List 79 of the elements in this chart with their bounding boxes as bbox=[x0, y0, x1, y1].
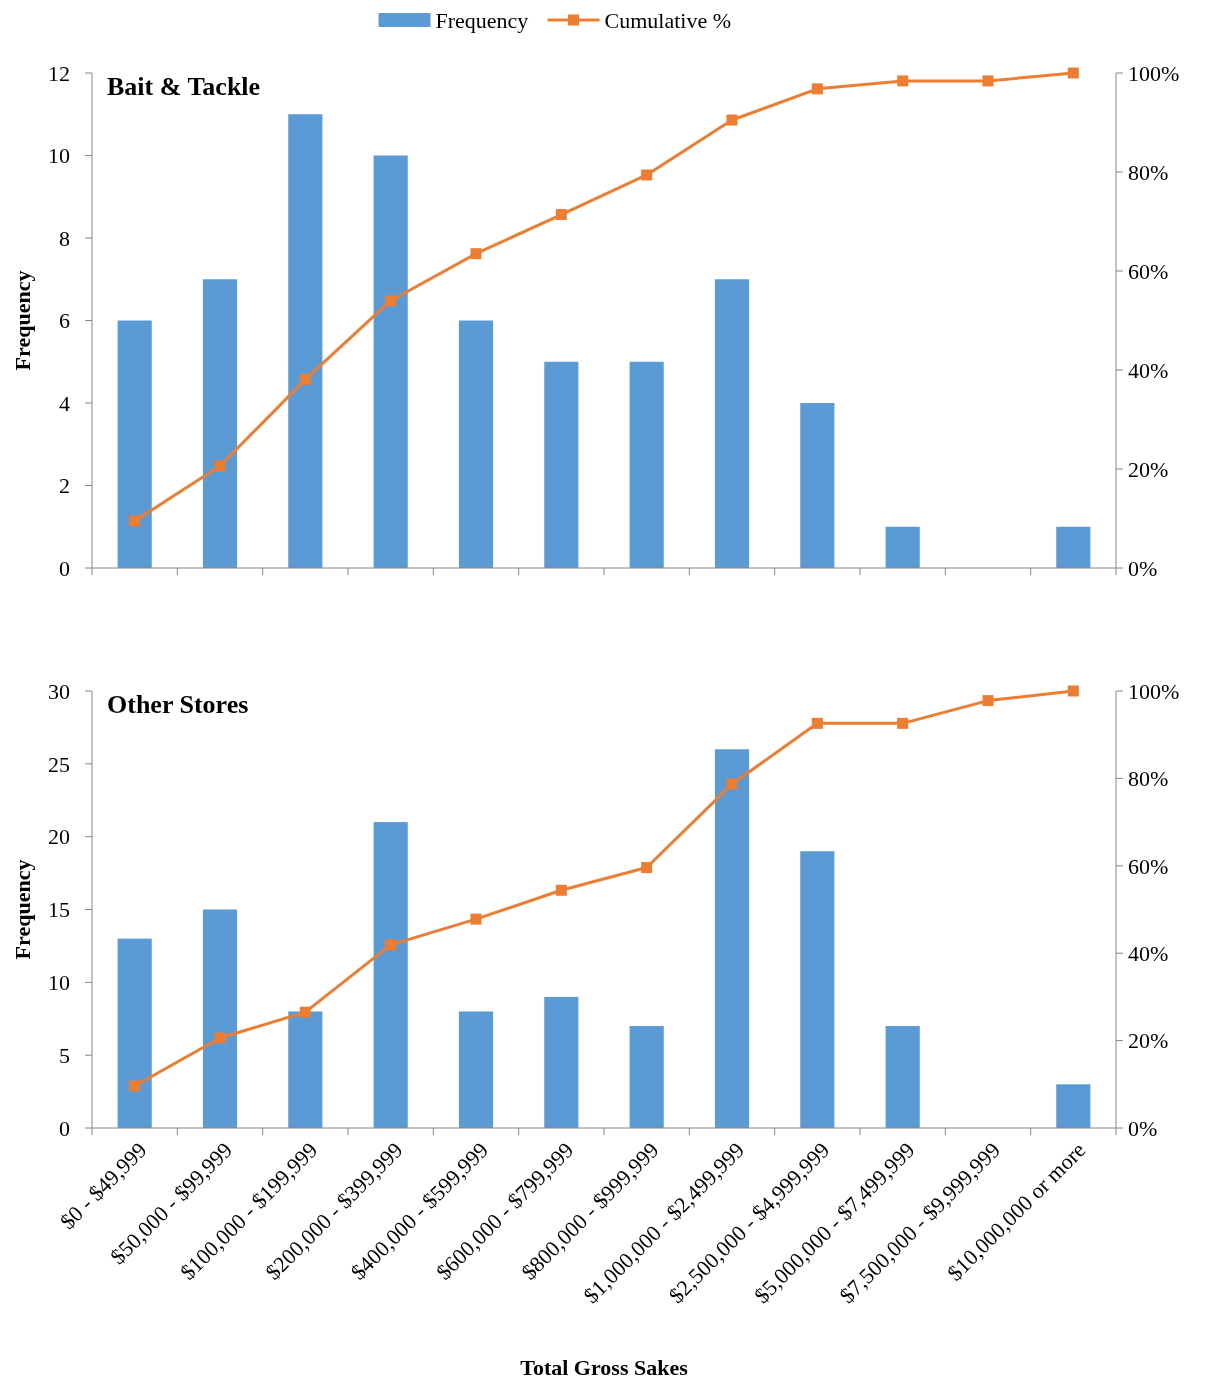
y-tick-label: 25 bbox=[48, 751, 70, 777]
bar bbox=[458, 1011, 494, 1128]
bar bbox=[629, 1026, 664, 1128]
chart-title: Bait & Tackle bbox=[107, 72, 261, 102]
bar bbox=[885, 526, 920, 568]
bar bbox=[117, 320, 152, 568]
y-tick-label: 10 bbox=[48, 143, 70, 169]
bar bbox=[714, 749, 750, 1128]
y2-tick-label: 80% bbox=[1128, 159, 1169, 185]
bar bbox=[1056, 526, 1091, 568]
bar bbox=[1056, 1084, 1091, 1128]
point bbox=[811, 717, 823, 729]
y-tick-label: 15 bbox=[48, 897, 70, 923]
bar bbox=[800, 851, 835, 1128]
point bbox=[129, 1080, 141, 1092]
point bbox=[726, 778, 738, 790]
y-tick-label: 4 bbox=[59, 390, 70, 416]
point bbox=[555, 209, 567, 221]
bar bbox=[458, 320, 494, 568]
y-tick-label: 30 bbox=[48, 678, 70, 704]
y2-tick-label: 0% bbox=[1128, 555, 1158, 581]
point bbox=[129, 515, 141, 527]
y-tick-label: 5 bbox=[59, 1042, 70, 1068]
point bbox=[641, 862, 653, 874]
y2-tick-label: 20% bbox=[1128, 456, 1169, 482]
y-axis-title: Frequency bbox=[9, 270, 35, 371]
point bbox=[385, 939, 397, 951]
point bbox=[214, 1032, 226, 1044]
y2-tick-label: 60% bbox=[1128, 258, 1169, 284]
y-tick-label: 12 bbox=[48, 60, 70, 86]
bar bbox=[714, 279, 750, 568]
y2-tick-label: 100% bbox=[1128, 678, 1180, 704]
x-axis-title: Total Gross Sakes bbox=[520, 1355, 689, 1380]
bar bbox=[629, 361, 664, 568]
bar bbox=[202, 279, 238, 568]
bar bbox=[544, 361, 579, 568]
bar bbox=[288, 1011, 323, 1128]
point bbox=[555, 884, 567, 896]
point bbox=[1067, 67, 1079, 79]
bar bbox=[202, 909, 238, 1128]
bar bbox=[373, 155, 408, 568]
y2-tick-label: 80% bbox=[1128, 766, 1169, 792]
bar bbox=[800, 403, 835, 568]
legend-label: Frequency bbox=[435, 7, 529, 33]
bar bbox=[544, 996, 579, 1128]
y-axis-title: Frequency bbox=[9, 859, 35, 960]
point bbox=[811, 83, 823, 95]
point bbox=[726, 114, 738, 126]
y-tick-label: 0 bbox=[59, 555, 70, 581]
point bbox=[470, 913, 482, 925]
y2-tick-label: 60% bbox=[1128, 853, 1169, 879]
point bbox=[897, 75, 909, 87]
point bbox=[982, 695, 994, 707]
y-tick-label: 20 bbox=[48, 824, 70, 850]
y2-tick-label: 40% bbox=[1128, 940, 1169, 966]
point bbox=[1067, 685, 1079, 697]
point bbox=[299, 1006, 311, 1018]
y2-tick-label: 0% bbox=[1128, 1115, 1158, 1141]
point bbox=[982, 75, 994, 87]
bar bbox=[885, 1026, 920, 1128]
y-tick-label: 6 bbox=[59, 308, 70, 334]
point bbox=[299, 373, 311, 385]
bar bbox=[373, 822, 408, 1128]
point bbox=[470, 248, 482, 260]
point bbox=[641, 169, 653, 181]
y-tick-label: 0 bbox=[59, 1115, 70, 1141]
point bbox=[214, 460, 226, 472]
y2-tick-label: 20% bbox=[1128, 1028, 1169, 1054]
y2-tick-label: 100% bbox=[1128, 60, 1180, 86]
legend-label: Cumulative % bbox=[604, 7, 731, 33]
y-tick-label: 8 bbox=[59, 225, 70, 251]
y-tick-label: 2 bbox=[59, 473, 70, 499]
bar bbox=[117, 938, 152, 1128]
chart-title: Other Stores bbox=[107, 690, 249, 720]
y-tick-label: 10 bbox=[48, 970, 70, 996]
point bbox=[385, 295, 397, 307]
point bbox=[897, 717, 909, 729]
y2-tick-label: 40% bbox=[1128, 357, 1169, 383]
bar bbox=[288, 114, 323, 568]
